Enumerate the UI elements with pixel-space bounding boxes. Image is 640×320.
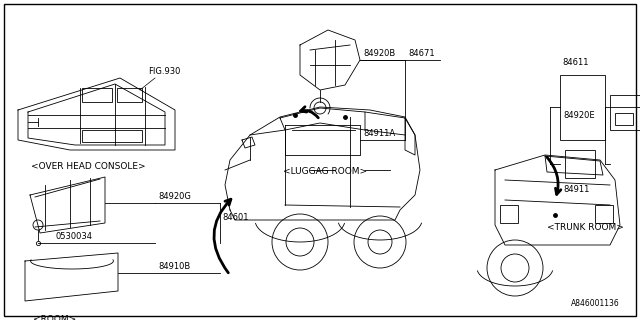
Text: FIG.930: FIG.930: [148, 68, 180, 76]
Bar: [610, 95, 640, 130]
Text: 84601: 84601: [222, 212, 248, 221]
Text: <ROOM>: <ROOM>: [33, 315, 77, 320]
Bar: [117, 88, 142, 102]
Text: 84911A: 84911A: [363, 129, 395, 138]
Bar: [560, 75, 605, 140]
Text: 0530034: 0530034: [55, 232, 92, 241]
Text: 84920G: 84920G: [158, 192, 191, 201]
Text: 84920B: 84920B: [363, 49, 396, 58]
Text: 84910B: 84910B: [158, 262, 190, 271]
Bar: [565, 150, 595, 178]
Bar: [82, 88, 112, 102]
Bar: [500, 205, 518, 223]
Text: A846001136: A846001136: [572, 299, 620, 308]
Bar: [82, 130, 142, 142]
Text: <OVER HEAD CONSOLE>: <OVER HEAD CONSOLE>: [31, 162, 145, 171]
Text: 84611: 84611: [562, 58, 589, 67]
Text: 84671: 84671: [408, 49, 435, 58]
Text: 84920E: 84920E: [563, 110, 595, 119]
Text: 84911: 84911: [563, 185, 589, 194]
Bar: [615, 113, 633, 125]
Text: <TRUNK ROOM>: <TRUNK ROOM>: [547, 223, 623, 232]
Bar: [595, 205, 613, 223]
Text: <LUGGAG ROOM>: <LUGGAG ROOM>: [283, 167, 367, 176]
